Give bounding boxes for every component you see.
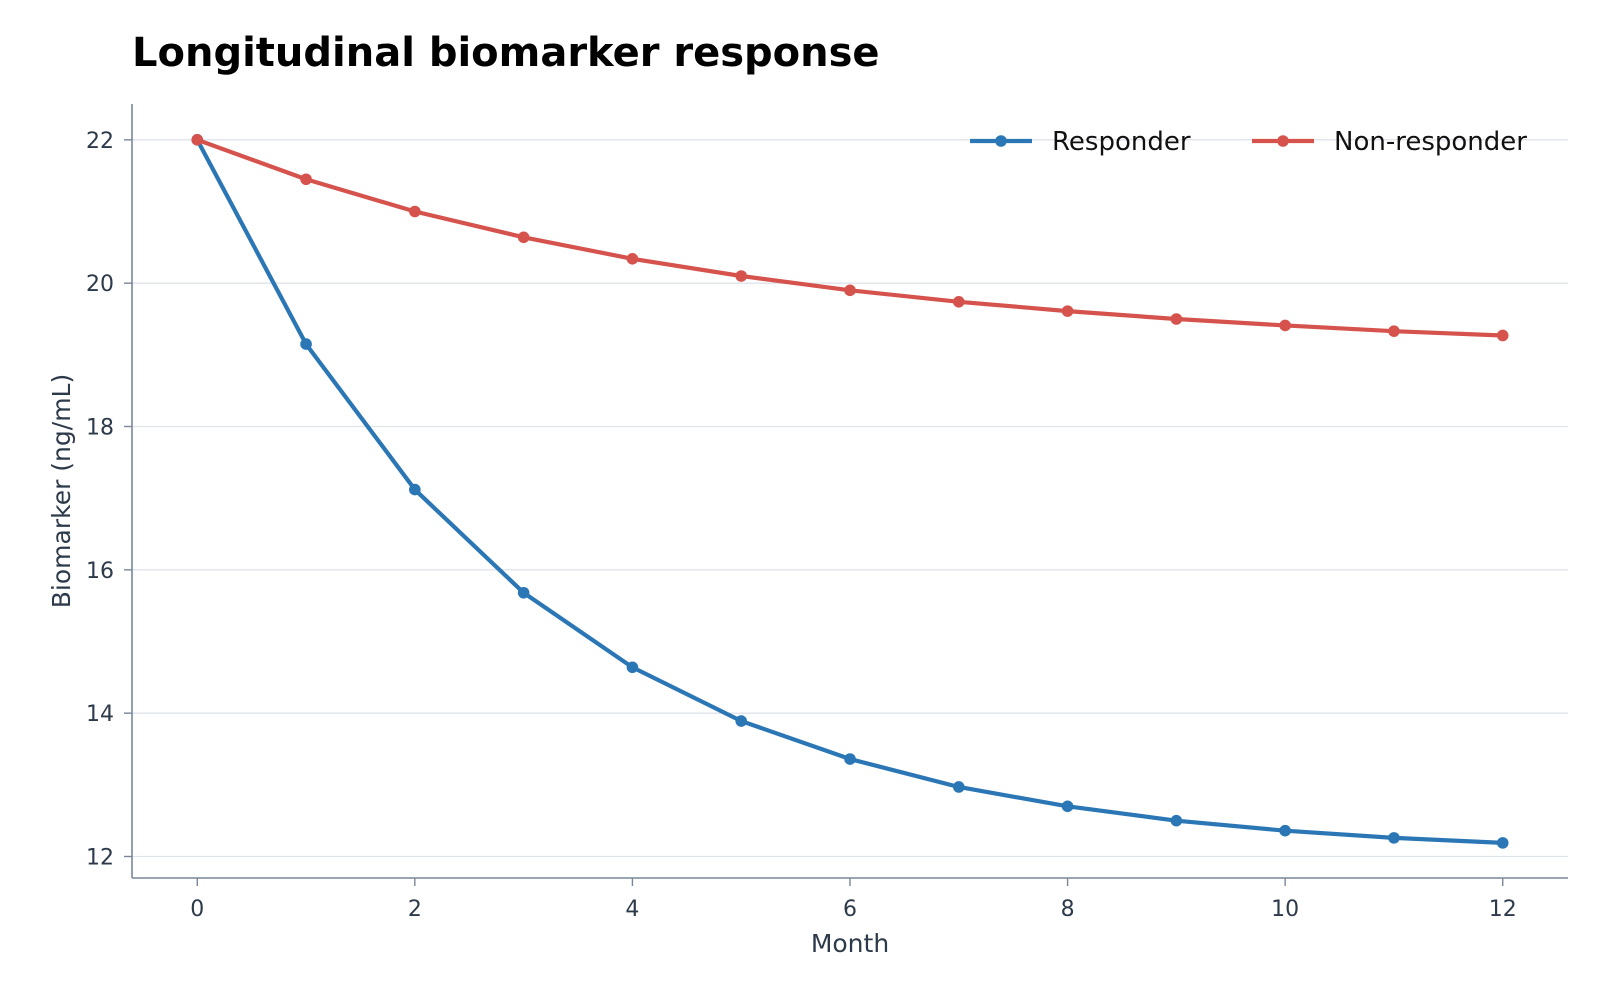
data-point [844,753,856,765]
x-axis-label: Month [811,929,889,958]
data-point [409,483,421,496]
series-layer [191,134,1509,849]
y-tick-label: 22 [86,129,114,154]
x-tick-label: 12 [1489,897,1517,922]
data-point [626,252,639,265]
series-1 [191,134,1509,342]
data-point [409,205,421,218]
legend-marker [1277,135,1289,147]
x-ticks: 0 2 4 6 8 10 12 [190,878,1517,922]
y-tick-label: 16 [86,559,114,584]
data-point [1388,832,1400,844]
data-point [952,296,965,308]
data-point [1170,313,1183,325]
data-point [1496,329,1509,342]
legend: Responder Non-responder [970,127,1527,157]
data-point [517,231,530,244]
y-tick-label: 20 [86,272,114,297]
data-point [191,134,204,146]
data-point [1170,814,1183,827]
grid-lines [132,139,1568,858]
legend-item: Responder [970,127,1191,157]
data-point [735,715,748,727]
series-line [195,137,1505,338]
chart-title: Longitudinal biomarker response [132,30,880,76]
x-tick-label: 0 [190,897,204,922]
series-0 [191,134,1509,849]
data-point [952,781,965,793]
data-point [1061,305,1074,317]
data-point [735,270,748,282]
data-point [1279,319,1291,332]
data-point [1496,837,1509,849]
data-point [1388,325,1400,337]
legend-label: Responder [1052,127,1191,157]
data-point [1279,824,1291,837]
y-ticks: 12 14 16 18 20 22 [86,129,132,871]
y-axis-label: Biomarker (ng/mL) [47,374,76,608]
data-point [300,173,312,186]
y-tick-label: 12 [86,846,114,871]
y-tick-label: 18 [86,416,114,441]
data-point [1061,800,1074,813]
legend-marker [995,135,1007,147]
y-tick-label: 14 [86,702,114,727]
x-tick-label: 4 [625,897,639,922]
x-tick-label: 10 [1271,897,1299,922]
legend-label: Non-responder [1334,127,1527,157]
x-tick-label: 2 [408,897,422,922]
data-point [844,284,856,297]
x-tick-label: 6 [843,897,857,922]
data-point [517,586,530,599]
x-tick-label: 8 [1061,897,1075,922]
series-line [195,137,1505,845]
legend-item: Non-responder [1252,127,1527,157]
data-point [626,661,639,674]
data-point [300,338,312,350]
